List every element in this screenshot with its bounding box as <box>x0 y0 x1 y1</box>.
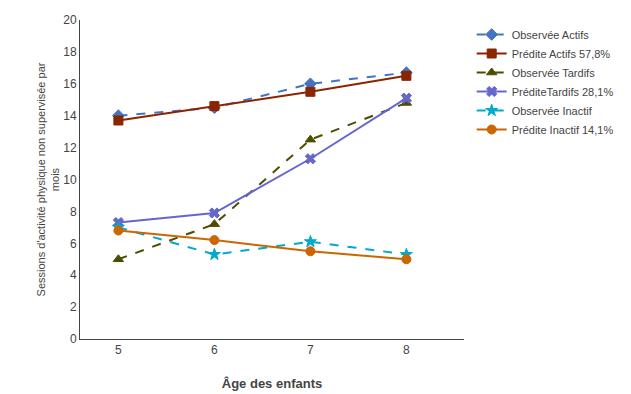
svg-text:20: 20 <box>63 13 77 27</box>
svg-text:8: 8 <box>70 205 77 219</box>
svg-text:Observée Inactif: Observée Inactif <box>512 105 593 117</box>
svg-text:2: 2 <box>70 300 77 314</box>
svg-text:PréditeTardifs 28,1%: PréditeTardifs 28,1% <box>512 86 614 98</box>
svg-text:16: 16 <box>63 77 77 91</box>
svg-text:14: 14 <box>63 109 77 123</box>
svg-text:Prédite Inactif 14,1%: Prédite Inactif 14,1% <box>512 124 614 136</box>
svg-text:18: 18 <box>63 45 77 59</box>
svg-text:Âge des enfants: Âge des enfants <box>222 376 322 391</box>
svg-text:0: 0 <box>70 332 77 346</box>
svg-text:4: 4 <box>70 268 77 282</box>
svg-text:7: 7 <box>307 343 314 357</box>
svg-text:Observée Tardifs: Observée Tardifs <box>512 67 595 79</box>
svg-text:6: 6 <box>211 343 218 357</box>
svg-text:Observée Actifs: Observée Actifs <box>512 29 590 41</box>
svg-text:6: 6 <box>70 237 77 251</box>
svg-text:8: 8 <box>403 343 410 357</box>
svg-text:Prédite Actifs 57,8%: Prédite Actifs 57,8% <box>512 48 611 60</box>
svg-text:12: 12 <box>63 141 77 155</box>
svg-text:5: 5 <box>115 343 122 357</box>
svg-text:Sessions d'activité physique n: Sessions d'activité physique non supervi… <box>35 62 61 296</box>
svg-text:10: 10 <box>63 173 77 187</box>
